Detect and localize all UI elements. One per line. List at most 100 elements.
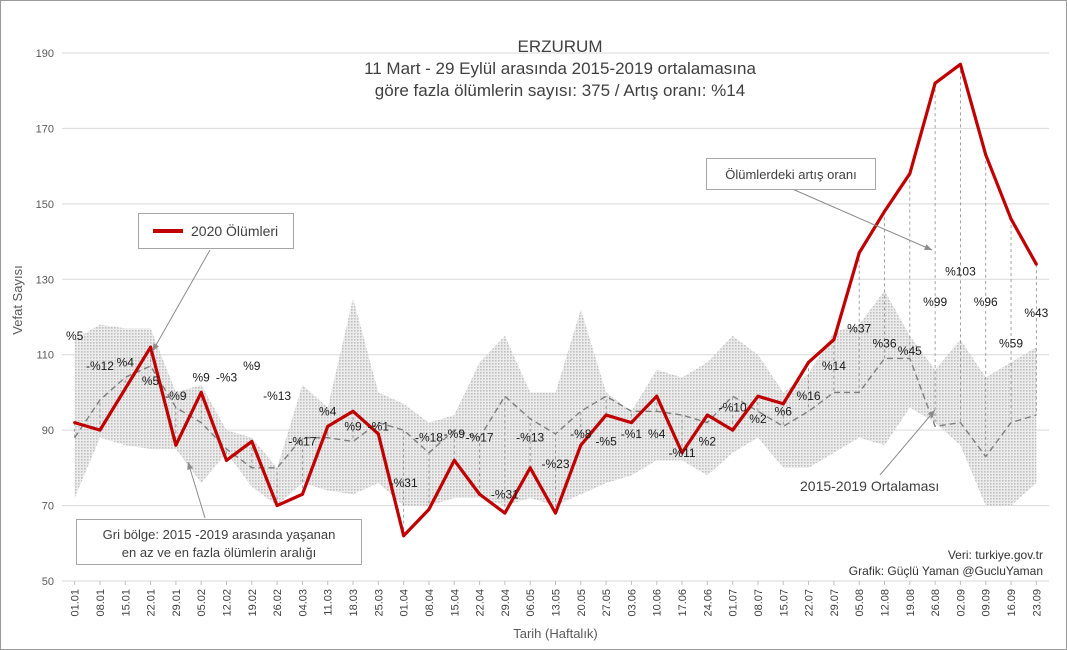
data-point-2020 bbox=[1009, 217, 1013, 221]
data-point-2020 bbox=[908, 172, 912, 176]
x-tick-label: 23.09 bbox=[1031, 589, 1043, 617]
x-tick-label: 29.01 bbox=[171, 589, 183, 617]
increase-callout-arrow bbox=[789, 187, 933, 251]
increase-rate-callout-text: Ölümlerdeki artış oranı bbox=[725, 166, 857, 182]
data-point-2020 bbox=[98, 428, 102, 432]
range-callout: Gri bölge: 2015 -2019 arasında yaşanan e… bbox=[76, 519, 362, 565]
increase-label: %9 bbox=[344, 419, 362, 433]
data-point-2020 bbox=[478, 492, 482, 496]
increase-label: -%1 bbox=[621, 427, 643, 441]
average-callout-text: 2015-2019 Ortalaması bbox=[800, 478, 940, 494]
y-tick-label: 90 bbox=[42, 425, 54, 437]
x-tick-label: 08.01 bbox=[95, 589, 107, 617]
x-tick-label: 15.01 bbox=[120, 589, 132, 617]
increase-label: %37 bbox=[847, 321, 871, 335]
data-point-2020 bbox=[984, 153, 988, 157]
y-tick-label: 150 bbox=[36, 199, 54, 211]
legend-label-2020: 2020 Ölümleri bbox=[191, 223, 279, 239]
data-point-2020 bbox=[604, 413, 608, 417]
data-point-2020 bbox=[326, 424, 330, 428]
range-callout-arrow bbox=[187, 461, 206, 519]
x-tick-label: 26.08 bbox=[930, 589, 942, 617]
x-tick-label: 19.08 bbox=[905, 589, 917, 617]
y-tick-label: 170 bbox=[36, 123, 54, 135]
increase-label: %99 bbox=[923, 295, 947, 309]
increase-label: %36 bbox=[872, 336, 896, 350]
y-tick-label: 190 bbox=[36, 48, 54, 60]
data-point-2020 bbox=[376, 432, 380, 436]
increase-label: %43 bbox=[1024, 306, 1048, 320]
x-tick-label: 01.07 bbox=[728, 589, 740, 617]
increase-label: -%12 bbox=[86, 359, 114, 373]
x-tick-label: 10.06 bbox=[652, 589, 664, 617]
x-tick-label: 04.03 bbox=[297, 589, 309, 617]
legend-arrow bbox=[152, 249, 211, 352]
average-callout: 2015-2019 Ortalaması bbox=[800, 478, 939, 494]
x-tick-label: 29.04 bbox=[500, 589, 512, 617]
increase-label: -%13 bbox=[263, 389, 291, 403]
x-tick-label: 01.01 bbox=[70, 589, 82, 617]
increase-label: -%8 bbox=[570, 427, 592, 441]
increase-label: %5 bbox=[142, 374, 160, 388]
data-point-2020 bbox=[452, 458, 456, 462]
increase-label: -%5 bbox=[595, 434, 617, 448]
data-point-2020 bbox=[275, 504, 279, 508]
data-point-2020 bbox=[123, 387, 127, 391]
increase-label: -%18 bbox=[415, 431, 443, 445]
x-tick-label: 29.07 bbox=[829, 589, 841, 617]
increase-label: -%1 bbox=[368, 419, 390, 433]
y-axis-title: Vefat Sayısı bbox=[10, 265, 25, 334]
increase-label: -%17 bbox=[466, 431, 494, 445]
increase-label: -%17 bbox=[288, 434, 316, 448]
data-point-2020 bbox=[174, 443, 178, 447]
y-tick-label: 50 bbox=[42, 576, 54, 588]
x-tick-label: 22.07 bbox=[804, 589, 816, 617]
increase-label: %9 bbox=[243, 359, 261, 373]
increase-label: -%31 bbox=[491, 487, 519, 501]
data-point-2020 bbox=[832, 338, 836, 342]
increase-label: %45 bbox=[898, 344, 922, 358]
increase-label: %2 bbox=[749, 412, 767, 426]
legend-arrow-head bbox=[152, 343, 159, 352]
min-max-range-band bbox=[74, 290, 1037, 506]
credit-author: Grafik: Güçlü Yaman @GucluYaman bbox=[848, 564, 1043, 578]
data-point-2020 bbox=[958, 62, 962, 66]
increase-label: -%13 bbox=[516, 431, 544, 445]
increase-label: -%31 bbox=[390, 476, 418, 490]
data-point-2020 bbox=[705, 413, 709, 417]
legend: 2020 Ölümleri bbox=[138, 213, 294, 249]
data-point-2020 bbox=[857, 251, 861, 255]
data-point-2020 bbox=[554, 511, 557, 515]
data-point-2020 bbox=[1034, 262, 1038, 266]
data-point-2020 bbox=[73, 421, 77, 425]
x-tick-label: 12.08 bbox=[880, 589, 892, 617]
chart-title-line-2: 11 Mart - 29 Eylül arasında 2015-2019 or… bbox=[364, 59, 756, 78]
increase-label: %9 bbox=[193, 370, 211, 384]
legend-swatch-2020 bbox=[153, 229, 183, 233]
x-tick-label: 08.04 bbox=[424, 589, 436, 617]
range-callout-line-2: en az ve en fazla ölümlerin aralığı bbox=[121, 545, 317, 560]
chart-title-city: ERZURUM bbox=[517, 37, 603, 56]
increase-label: -%9 bbox=[165, 389, 187, 403]
x-tick-label: 01.04 bbox=[399, 589, 411, 617]
credit-source: Veri: turkiye.gov.tr bbox=[947, 548, 1043, 562]
increase-label: %4 bbox=[648, 427, 666, 441]
x-tick-label: 17.06 bbox=[677, 589, 689, 617]
increase-label: -%11 bbox=[668, 446, 695, 460]
chart-title: ERZURUM 11 Mart - 29 Eylül arasında 2015… bbox=[300, 36, 820, 102]
increase-label: %96 bbox=[974, 295, 998, 309]
average-callout-arrow-head bbox=[927, 410, 935, 418]
data-point-2020 bbox=[933, 81, 937, 85]
data-point-2020 bbox=[300, 492, 304, 496]
data-point-2020 bbox=[503, 511, 507, 515]
y-tick-label: 130 bbox=[36, 274, 54, 286]
data-point-2020 bbox=[883, 209, 886, 213]
data-point-2020 bbox=[402, 534, 406, 538]
x-tick-label: 03.06 bbox=[626, 589, 638, 617]
data-point-2020 bbox=[756, 394, 760, 398]
chart-title-line-3: göre fazla ölümlerin sayısı: 375 / Artış… bbox=[374, 81, 746, 100]
x-tick-label: 25.03 bbox=[373, 589, 385, 617]
data-point-2020 bbox=[680, 451, 684, 455]
y-tick-label: 70 bbox=[42, 501, 54, 513]
